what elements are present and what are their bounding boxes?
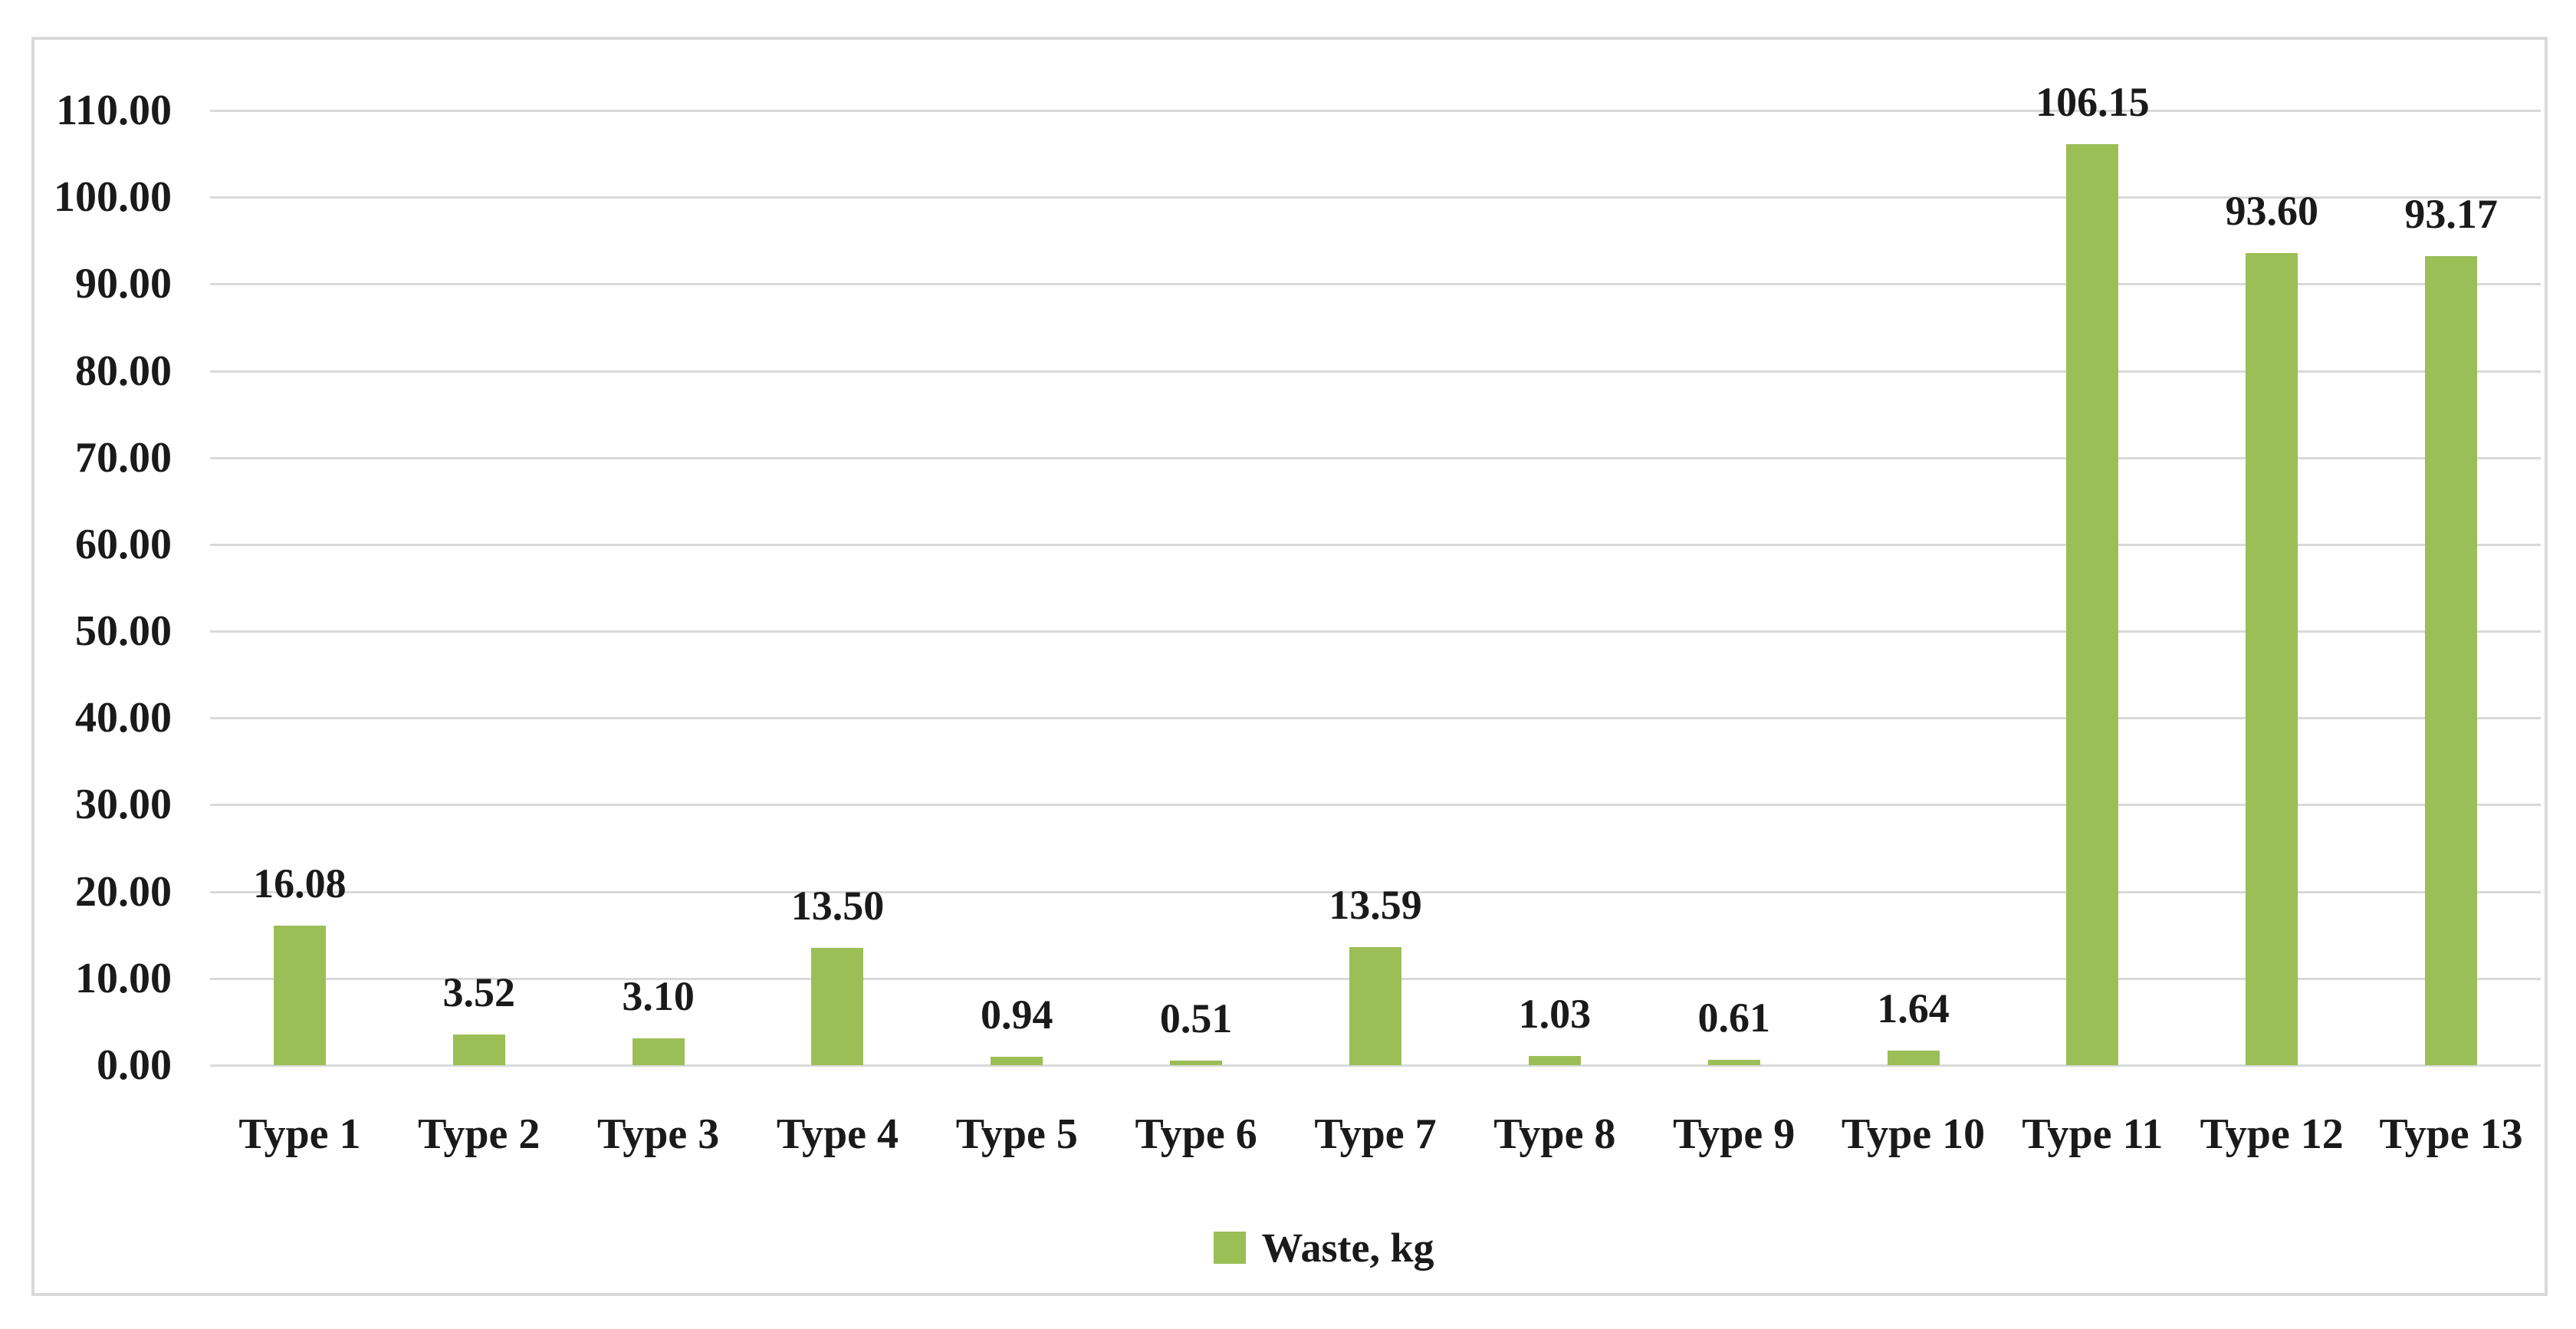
x-axis-tick-label: Type 1	[238, 1110, 361, 1158]
bar-value-label: 16.08	[253, 860, 347, 906]
bar-value-label: 93.60	[2225, 188, 2318, 234]
bar	[1707, 1060, 1760, 1065]
y-axis-tick-label: 60.00	[75, 520, 172, 568]
x-axis-tick-label: Type 6	[1135, 1110, 1257, 1158]
legend-swatch-icon	[1214, 1232, 1247, 1264]
bar-value-label: 1.64	[1877, 985, 1950, 1031]
x-axis-tick-label: Type 12	[2200, 1110, 2344, 1158]
bar-value-label: 106.15	[2036, 79, 2150, 125]
x-axis-tick-label: Type 10	[1841, 1110, 1986, 1158]
gridline	[210, 543, 2541, 546]
y-axis-tick-label: 80.00	[75, 347, 172, 395]
bar	[811, 948, 864, 1065]
bar	[2425, 256, 2478, 1065]
bar-value-label: 0.61	[1697, 995, 1770, 1041]
gridline	[210, 890, 2541, 893]
y-axis-tick-label: 40.00	[75, 694, 172, 742]
bar	[991, 1057, 1043, 1065]
bar-value-label: 1.03	[1518, 991, 1592, 1037]
bar	[1349, 947, 1401, 1065]
gridline	[210, 283, 2541, 286]
bar-value-label: 13.59	[1329, 882, 1422, 928]
y-axis-tick-label: 90.00	[75, 260, 172, 308]
bar-value-label: 0.51	[1159, 995, 1233, 1041]
gridline	[210, 110, 2541, 112]
bar	[2246, 253, 2298, 1065]
gridline	[210, 370, 2541, 373]
gridline	[210, 456, 2541, 459]
y-axis-tick-label: 20.00	[75, 867, 172, 916]
chart-frame: 0.00 10.00 20.00 30.00 40.00 50.00 60.00 70.00 8…	[31, 37, 2548, 1296]
bar	[1528, 1056, 1581, 1065]
bar	[452, 1035, 505, 1065]
x-axis-tick-label: Type 4	[776, 1110, 899, 1158]
bar-value-label: 93.17	[2404, 191, 2498, 237]
y-axis-tick-label: 50.00	[75, 607, 172, 656]
gridline	[210, 804, 2541, 807]
x-axis-tick-label: Type 7	[1314, 1110, 1437, 1158]
y-axis-tick-label: 10.00	[75, 954, 172, 1002]
bar-value-label: 13.50	[790, 883, 885, 929]
y-axis-tick-label: 110.00	[56, 87, 172, 134]
gridline	[210, 1064, 2541, 1067]
x-axis-tick-label: Type 9	[1673, 1110, 1796, 1158]
gridline	[210, 196, 2541, 199]
x-axis-tick-label: Type 8	[1493, 1110, 1616, 1158]
bar	[273, 926, 326, 1065]
x-axis-tick-label: Type 11	[2022, 1110, 2164, 1158]
x-axis-tick-label: Type 5	[955, 1110, 1078, 1158]
bar-value-label: 0.94	[981, 992, 1053, 1038]
gridline	[210, 717, 2541, 720]
bar	[2066, 144, 2119, 1065]
y-axis-tick-label: 70.00	[75, 433, 172, 482]
x-axis-tick-label: Type 13	[2379, 1110, 2523, 1158]
legend: Waste, kg	[66, 1227, 2576, 1268]
y-axis-tick-label: 0.00	[97, 1041, 172, 1089]
bar-value-label: 3.10	[622, 973, 695, 1019]
y-axis-tick-label: 100.00	[54, 173, 172, 222]
x-axis-tick-label: Type 2	[418, 1110, 540, 1158]
bar	[632, 1038, 685, 1065]
bar	[1887, 1051, 1940, 1065]
bar	[1170, 1061, 1223, 1065]
bar-value-label: 3.52	[442, 969, 516, 1015]
legend-series-label: Waste, kg	[1261, 1225, 1434, 1271]
y-axis-tick-label: 30.00	[75, 781, 172, 829]
x-axis-tick-label: Type 3	[597, 1110, 720, 1158]
gridline	[210, 630, 2541, 633]
